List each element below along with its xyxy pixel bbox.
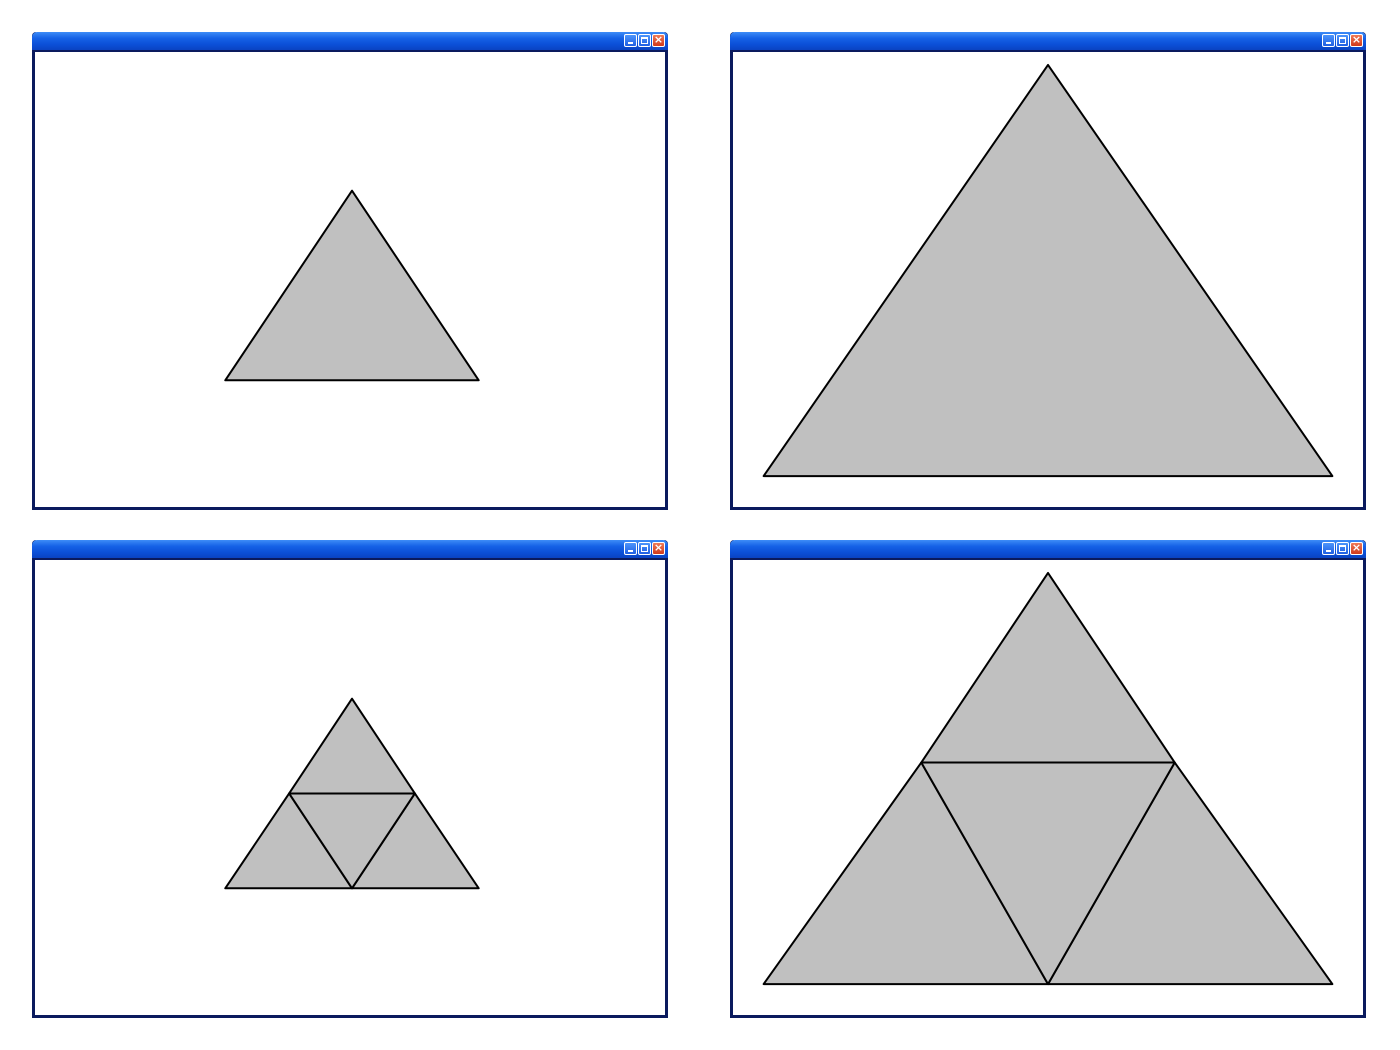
title-bar[interactable]: ×	[730, 32, 1366, 50]
window-bottom-right: ×	[730, 540, 1366, 1018]
maximize-button[interactable]	[1336, 34, 1349, 47]
drawing-canvas	[224, 697, 480, 890]
maximize-icon	[1339, 37, 1346, 44]
minimize-icon	[628, 42, 633, 44]
close-icon: ×	[1351, 33, 1362, 46]
maximize-button[interactable]	[638, 542, 651, 555]
window-controls: ×	[1322, 33, 1363, 47]
canvas-area	[733, 50, 1363, 507]
triangle-top	[920, 571, 1176, 764]
maximize-button[interactable]	[638, 34, 651, 47]
maximize-button[interactable]	[1336, 542, 1349, 555]
triangle-outer	[762, 63, 1334, 478]
window-controls: ×	[1322, 541, 1363, 555]
title-bar[interactable]: ×	[32, 540, 668, 558]
close-icon: ×	[1351, 541, 1362, 554]
window-top-right: ×	[730, 32, 1366, 510]
maximize-icon	[641, 37, 648, 44]
drawing-canvas	[762, 571, 1334, 986]
drawing-canvas	[762, 63, 1334, 478]
title-bar[interactable]: ×	[32, 32, 668, 50]
canvas-area	[35, 50, 665, 507]
close-icon: ×	[653, 33, 664, 46]
minimize-button[interactable]	[624, 542, 637, 555]
minimize-icon	[1326, 42, 1331, 44]
close-button[interactable]: ×	[652, 541, 665, 555]
triangle-top	[288, 697, 416, 795]
canvas-area	[733, 558, 1363, 1015]
minimize-button[interactable]	[624, 34, 637, 47]
drawing-canvas	[224, 189, 480, 382]
canvas-area	[35, 558, 665, 1015]
triangle-center	[920, 761, 1176, 986]
minimize-icon	[628, 550, 633, 552]
minimize-button[interactable]	[1322, 34, 1335, 47]
window-top-left: ×	[32, 32, 668, 510]
triangle-outer	[224, 189, 480, 382]
close-button[interactable]: ×	[652, 33, 665, 47]
title-bar[interactable]: ×	[730, 540, 1366, 558]
maximize-icon	[641, 545, 648, 552]
maximize-icon	[1339, 545, 1346, 552]
close-button[interactable]: ×	[1350, 33, 1363, 47]
window-bottom-left: ×	[32, 540, 668, 1018]
close-icon: ×	[653, 541, 664, 554]
window-controls: ×	[624, 541, 665, 555]
minimize-button[interactable]	[1322, 542, 1335, 555]
minimize-icon	[1326, 550, 1331, 552]
close-button[interactable]: ×	[1350, 541, 1363, 555]
window-controls: ×	[624, 33, 665, 47]
triangle-center	[288, 792, 416, 890]
